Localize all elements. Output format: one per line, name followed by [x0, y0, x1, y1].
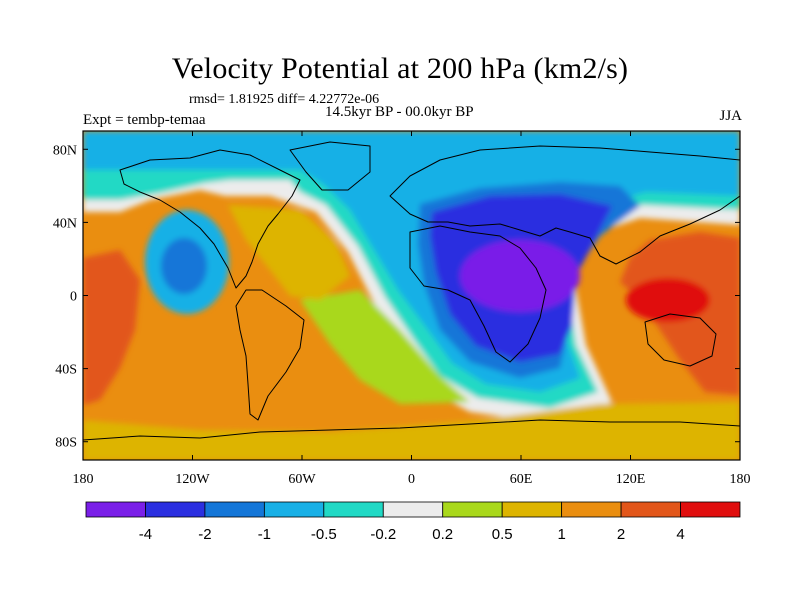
plot-title: Velocity Potential at 200 hPa (km2/s) — [171, 52, 629, 85]
colorbar-swatch — [442, 501, 503, 518]
coastlines — [83, 141, 740, 441]
cell-minus-1-west — [161, 238, 207, 294]
coastline-south-america — [235, 289, 305, 421]
y-tick-label: 40S — [55, 363, 77, 378]
time-period-label: 14.5kyr BP - 00.0kyr BP — [325, 104, 474, 120]
colorbar-level-label: 0.5 — [492, 526, 513, 543]
x-tick-label: 180 — [73, 472, 94, 487]
x-tick-label: 120W — [175, 472, 210, 487]
coastline-africa — [409, 225, 547, 363]
colorbar-level-label: -1 — [258, 526, 271, 543]
contour-plus-1-america — [228, 205, 350, 300]
y-tick-label: 0 — [70, 290, 77, 305]
contour-minus-4 — [460, 240, 580, 312]
colorbar-level-label: 4 — [676, 526, 684, 543]
colorbar-swatch — [561, 501, 622, 518]
colorbar-swatch — [680, 501, 741, 518]
colorbar-level-label: -0.2 — [370, 526, 396, 543]
contour-plus-0p2 — [300, 290, 470, 404]
colorbar-swatch — [145, 501, 206, 518]
coastline-antarctica — [83, 419, 740, 441]
colorbar-level-label: -2 — [198, 526, 211, 543]
contour-plus-4-east — [626, 278, 710, 322]
contour-plus-0p5 — [83, 402, 740, 460]
colorbar-level-label: 0.2 — [432, 526, 453, 543]
colorbar-swatch — [204, 501, 265, 518]
x-tick-label: 120E — [616, 472, 646, 487]
season-label: JJA — [719, 108, 742, 124]
y-tick-label: 40N — [53, 216, 77, 231]
coastline-eurasia — [389, 145, 740, 265]
y-tick-label: 80N — [53, 143, 77, 158]
colorbar-level-label: 1 — [557, 526, 565, 543]
colorbar-level-label: 2 — [617, 526, 625, 543]
y-axis-ticks: 80N 40N 0 40S 80S — [53, 143, 740, 451]
colorbar-level-label: -4 — [139, 526, 152, 543]
coastline-australia — [644, 313, 717, 367]
x-axis-ticks: 180 120W 60W 0 60E 120E 180 — [73, 131, 751, 487]
colorbar-swatch — [501, 501, 563, 518]
x-tick-label: 0 — [408, 472, 415, 487]
colorbar-swatch — [382, 501, 444, 518]
rmsd-diff-stats: rmsd= 1.81925 diff= 4.22772e-06 — [189, 92, 380, 107]
colorbar: -4 -2 -1 -0.5 -0.2 0.2 0.5 1 2 4 — [85, 501, 741, 543]
x-tick-label: 180 — [730, 472, 751, 487]
x-tick-label: 60E — [510, 472, 533, 487]
colorbar-swatch — [263, 501, 325, 518]
coastline-north-america — [119, 149, 301, 289]
velocity-potential-field — [83, 131, 740, 460]
colorbar-swatch — [620, 501, 681, 518]
contour-plus-2-west — [83, 250, 140, 405]
y-tick-label: 80S — [55, 436, 77, 451]
x-tick-label: 60W — [288, 472, 316, 487]
colorbar-swatch — [85, 501, 146, 518]
colorbar-level-label: -0.5 — [311, 526, 337, 543]
experiment-label: Expt = tembp-temaa — [83, 112, 206, 128]
coastline-greenland — [289, 141, 371, 191]
colorbar-swatch — [323, 501, 384, 518]
